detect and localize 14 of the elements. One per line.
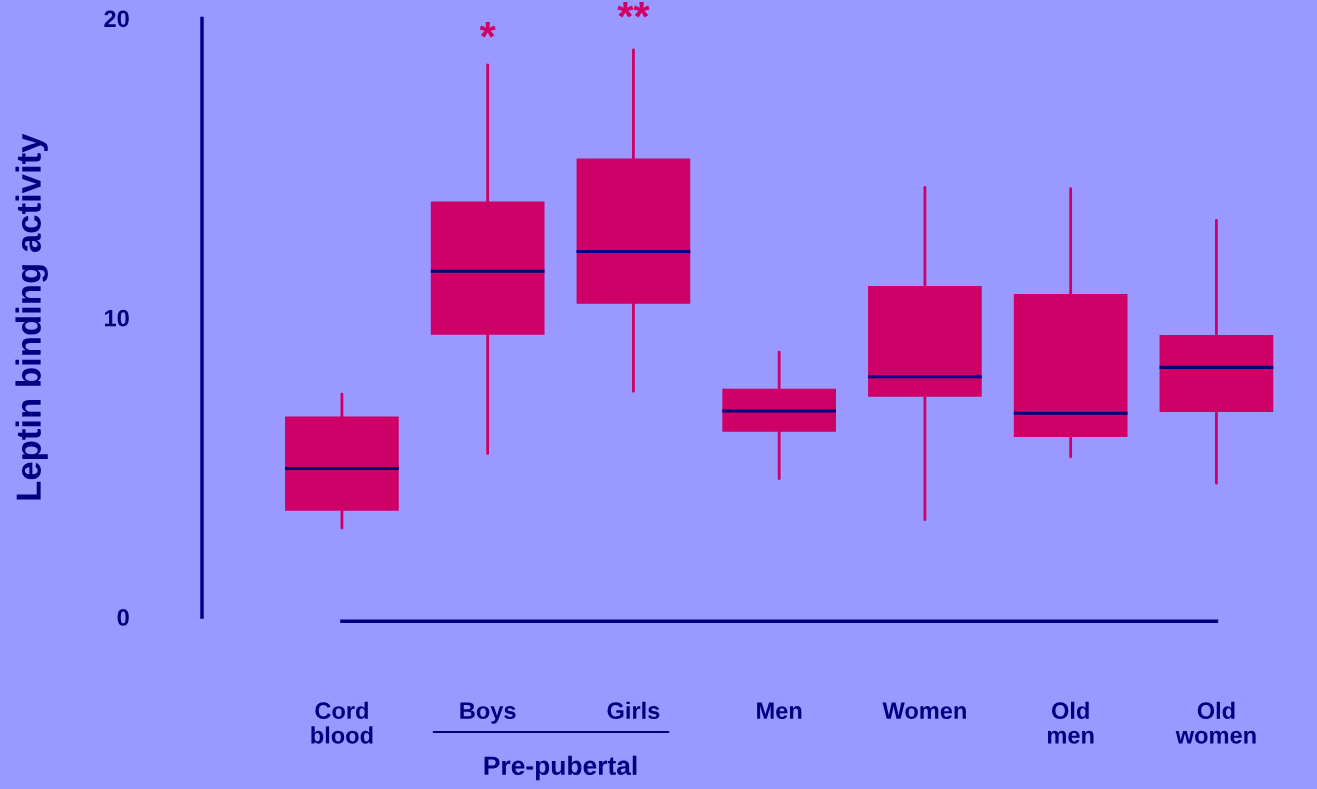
x-tick-label: Old men [1047, 701, 1094, 744]
x-tick-label: Men [757, 702, 802, 720]
x-tick-label: Girls [607, 701, 660, 720]
annotation: * [479, 22, 496, 38]
x-tick-label: Women [882, 702, 966, 720]
y-tick-label: 20 [104, 10, 129, 28]
x-tick-label: Old women [1175, 701, 1256, 744]
x-tick-label: Cord blood [311, 701, 373, 744]
y-axis-title: Leptin binding activity [15, 133, 48, 500]
text: ** [617, 2, 650, 18]
y-tick-label: 10 [105, 309, 129, 327]
y-tick-label: 0 [117, 609, 129, 626]
text: Pre-pubertal [484, 755, 637, 781]
x-tick-label: Boys [460, 702, 516, 724]
